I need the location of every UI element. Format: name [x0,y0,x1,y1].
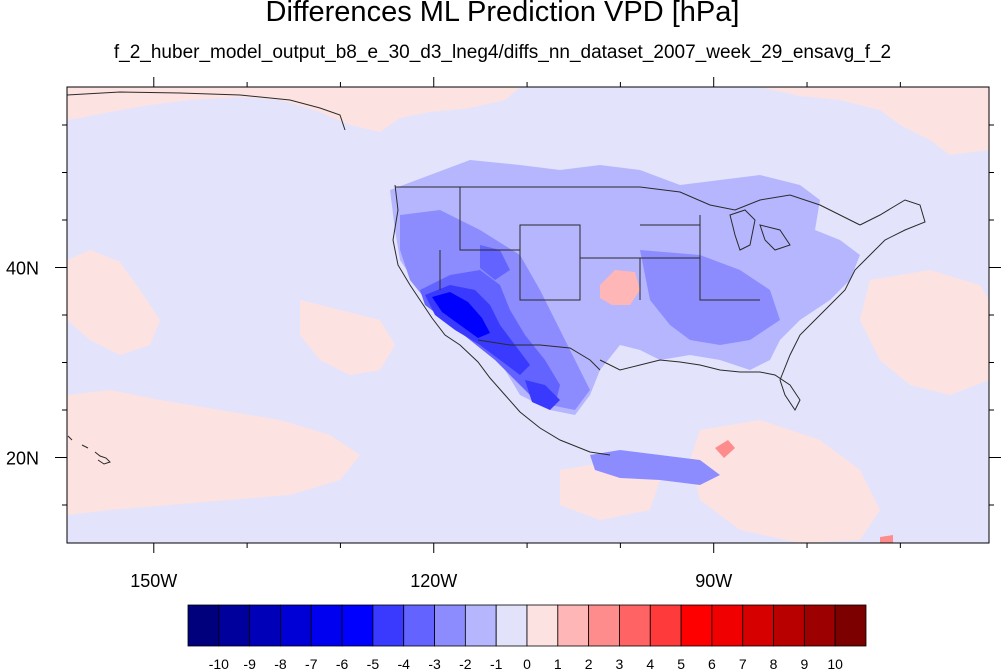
neg-level-5-sierra-madre [525,380,560,410]
state-borders [439,187,760,301]
colorbar-level-label: 10 [827,656,843,672]
map-subtitle: f_2_huber_model_output_b8_e_30_d3_lneg4/… [113,42,892,63]
hawaii-islands [67,435,111,465]
colorbar-level-label: 0 [523,656,531,672]
colorbar-level-label: -8 [274,656,287,672]
lat-tick-label: 40N [6,259,39,279]
colorbar-swatch [649,604,682,647]
colorbar-swatch [834,604,867,647]
colorbar-level-label: -4 [398,656,411,672]
canada-border [395,186,861,226]
colorbar-swatch [249,604,281,647]
colorbar-swatch [773,604,805,647]
neg-level-5-mojave [432,292,490,338]
pos-region-southern-plains [600,270,640,305]
map-field [67,87,989,543]
pos-region-east-pacific [300,300,395,375]
colorbar-level-label: -6 [336,656,349,672]
lon-tick-label: 120W [410,571,457,591]
alaska-coastline [67,91,346,131]
colorbar-swatch [403,604,435,647]
pos-region-atlantic-east [860,270,989,395]
colorbar-swatch [280,604,312,647]
colorbar-level-label: -2 [459,656,472,672]
neg-level-2-central [640,250,780,345]
axis-tick-labels: 150W 120W 90W 40N 20N [6,259,732,592]
colorbar-swatch [310,604,343,647]
colorbar-labels: -10 -9 -8 -7 -6 -5 -4 -3 -2 -1 0 1 2 3 4 5 6 7 8 9 10 [209,656,843,672]
colorbar-swatch [557,604,590,647]
pos-region-northeast-pacific [67,87,520,132]
colorbar-swatch [742,604,774,647]
neg-level-3-rockies-north [480,245,510,280]
colorbar-level-label: -5 [367,656,380,672]
pos-region-north-atlantic [760,87,989,155]
colorbar-swatch [341,604,374,647]
atlantic-coastline [779,199,926,381]
colorbar-level-label: 3 [616,656,624,672]
colorbar [187,604,867,647]
pos-region-south-corner [880,535,893,543]
colorbar-swatch [680,604,713,647]
axis-ticks [55,77,1001,553]
us-mexico-border [477,339,601,371]
colorbar-level-label: 4 [646,656,654,672]
colorbar-level-label: 6 [708,656,716,672]
colorbar-level-label: 2 [585,656,593,672]
colorbar-swatch [495,604,528,647]
pos-region-west-pacific [67,250,160,355]
colorbar-level-label: -7 [305,656,318,672]
neg-level-2-mexico-south [590,450,720,485]
colorbar-swatch [711,604,744,647]
lon-tick-label: 90W [695,571,732,591]
colorbar-level-label: 5 [677,656,685,672]
colorbar-swatch [464,604,497,647]
colorbar-level-label: -9 [243,656,256,672]
gulf-coastline [599,359,801,411]
colorbar-swatch [803,604,836,647]
colorbar-level-label: -1 [490,656,503,672]
great-lakes [729,209,791,251]
pos-region-south-pacific [67,390,360,515]
colorbar-swatch [187,604,220,647]
colorbar-level-label: -10 [209,656,229,672]
negative-anomaly-regions [390,160,860,485]
colorbar-level-label: -3 [428,656,441,672]
colorbar-level-label: 9 [800,656,808,672]
colorbar-swatch [434,604,466,647]
colorbar-swatch [372,604,405,647]
lon-tick-label: 150W [130,571,177,591]
lat-tick-label: 20N [6,449,39,469]
map-title: Differences ML Prediction VPD [hPa] [265,0,740,28]
colorbar-level-label: 1 [554,656,562,672]
pos-region-caribbean-small [715,440,735,458]
colorbar-level-label: 7 [739,656,747,672]
pacific-coastline [392,184,611,456]
coastlines-and-borders [67,91,926,465]
colorbar-swatch [218,604,251,647]
colorbar-level-label: 8 [770,656,778,672]
colorbar-swatch [619,604,651,647]
colorbar-swatch [588,604,620,647]
pos-region-caribbean [690,420,880,543]
colorbar-swatch [526,604,559,647]
